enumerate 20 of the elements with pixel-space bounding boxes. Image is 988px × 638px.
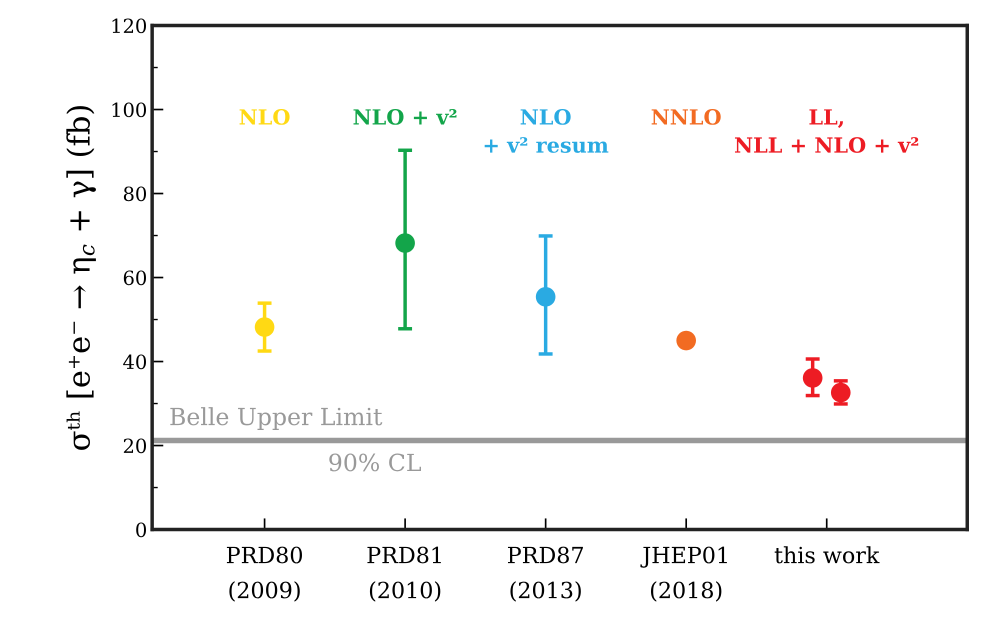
x-tick-label: PRD81 (2010) <box>367 546 441 602</box>
y-tick-label: 0 <box>136 522 146 538</box>
y-tick-label: 20 <box>124 438 146 454</box>
x-tick-label: PRD87 (2013) <box>508 546 583 602</box>
x-tick-label: PRD80 (2009) <box>226 546 302 602</box>
text: NNLO <box>652 109 721 125</box>
x-tick-label: this work <box>774 546 880 564</box>
text: NLO + v² resum <box>484 109 608 153</box>
y-axis-title: σᵗʰ [e⁺e⁻ → η$_{c}$ + γ] (fb) <box>66 106 96 450</box>
y-tick-label: 40 <box>123 354 146 370</box>
text: NLO <box>240 109 290 125</box>
text: LL, NLL + NLO + v² <box>734 109 918 153</box>
text: NLO + v² <box>354 109 456 125</box>
y-tick-label: 120 <box>112 18 146 34</box>
y-tick-label: 80 <box>124 186 146 202</box>
y-tick-label: 100 <box>112 102 146 118</box>
y-tick-label: 60 <box>124 270 146 286</box>
x-tick-label: JHEP01 (2018) <box>640 546 727 602</box>
annotation: 90% CL <box>329 454 421 472</box>
ref-line-label: Belle Upper Limit <box>170 407 382 430</box>
